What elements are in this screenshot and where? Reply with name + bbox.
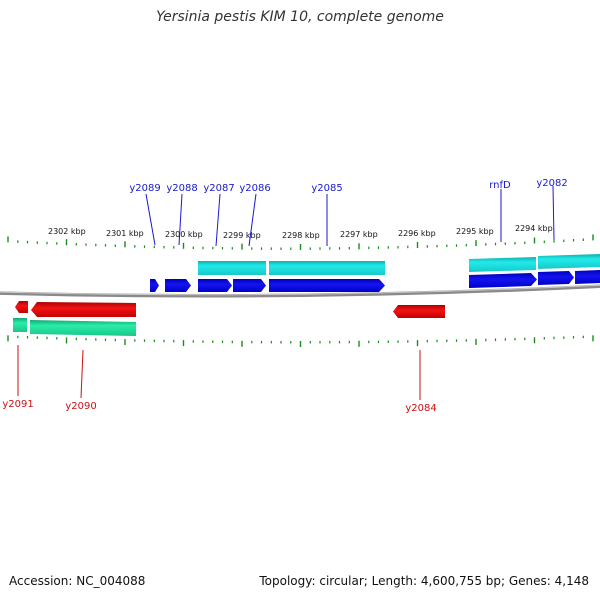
gene-arrow-y2086[interactable] xyxy=(233,279,266,292)
gene-arrow-y2087[interactable] xyxy=(198,279,232,292)
feature-bar[interactable] xyxy=(269,261,385,275)
gene-arrow-y2091[interactable] xyxy=(15,301,28,313)
ruler-label: 2301 kbp xyxy=(106,229,144,238)
gene-label-y2086[interactable]: y2086 xyxy=(239,183,270,194)
forward-features xyxy=(198,254,600,275)
gene-arrow-y2088[interactable] xyxy=(165,279,191,292)
ruler-label: 2299 kbp xyxy=(223,231,261,240)
gene-arrow-rnfD[interactable] xyxy=(469,273,537,288)
accession-label: Accession: NC_004088 xyxy=(9,574,146,588)
reverse-gene-labels: y2091 y2090 y2084 xyxy=(2,345,437,414)
ruler-label: 2300 kbp xyxy=(165,230,203,239)
ruler-label: 2302 kbp xyxy=(48,227,86,236)
gene-arrow[interactable] xyxy=(575,270,600,284)
ruler-labels: 2302 kbp 2301 kbp 2300 kbp 2299 kbp 2298… xyxy=(48,224,553,240)
upper-ruler xyxy=(7,234,594,250)
genome-backbone xyxy=(0,284,600,298)
leader-line xyxy=(178,193,183,246)
gene-arrow-y2082[interactable] xyxy=(538,271,574,285)
gene-label-y2084[interactable]: y2084 xyxy=(405,403,436,414)
ruler-label: 2297 kbp xyxy=(340,230,378,239)
gene-label-y2089[interactable]: y2089 xyxy=(129,183,160,194)
leader-line xyxy=(248,193,257,247)
ruler-label: 2295 kbp xyxy=(456,227,494,236)
forward-gene-labels: y2089 y2088 y2087 y2086 y2085 rnfD y2082 xyxy=(129,178,568,247)
gene-arrow-y2084[interactable] xyxy=(393,305,445,318)
feature-bar[interactable] xyxy=(198,261,266,275)
gene-label-y2087[interactable]: y2087 xyxy=(203,183,234,194)
gene-label-rnfD[interactable]: rnfD xyxy=(489,180,511,191)
feature-bar[interactable] xyxy=(30,320,136,336)
ruler-label: 2296 kbp xyxy=(398,229,436,238)
leader-line xyxy=(215,193,221,247)
leader-line xyxy=(80,349,84,399)
leader-line xyxy=(552,185,555,241)
leader-line xyxy=(145,193,156,246)
gene-arrow-y2089[interactable] xyxy=(150,279,159,292)
feature-bar[interactable] xyxy=(469,257,536,272)
gene-arrow-y2090[interactable] xyxy=(31,302,136,317)
gene-label-y2090[interactable]: y2090 xyxy=(65,401,96,412)
lower-ruler xyxy=(7,335,594,347)
ruler-label: 2298 kbp xyxy=(282,231,320,240)
forward-genes xyxy=(150,270,600,292)
gene-label-y2091[interactable]: y2091 xyxy=(2,399,33,410)
reverse-features xyxy=(13,318,136,336)
topology-summary: Topology: circular; Length: 4,600,755 bp… xyxy=(259,574,589,588)
ruler-label: 2294 kbp xyxy=(515,224,553,233)
reverse-genes xyxy=(15,301,445,318)
feature-bar[interactable] xyxy=(13,318,27,332)
gene-label-y2085[interactable]: y2085 xyxy=(311,183,342,194)
gene-arrow-y2085[interactable] xyxy=(269,279,385,292)
genome-backbone-highlight xyxy=(0,284,600,296)
gene-label-y2082[interactable]: y2082 xyxy=(536,178,567,189)
gene-label-y2088[interactable]: y2088 xyxy=(166,183,197,194)
map-title: Yersinia pestis KIM 10, complete genome xyxy=(156,9,444,25)
feature-bar[interactable] xyxy=(538,254,600,269)
